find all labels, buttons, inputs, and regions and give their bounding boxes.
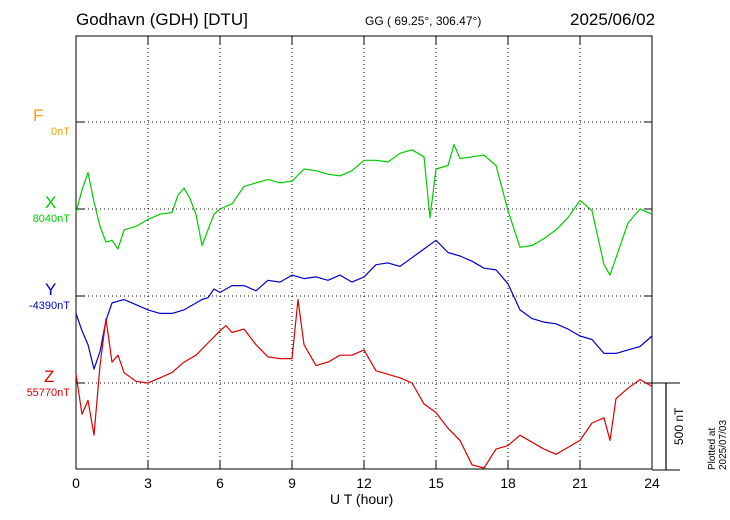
scale-bar-label: 500 nT [672,407,686,445]
component-name-x: X [45,193,57,212]
plotted-at-footer: Plotted at 2025/07/03 00:43 UT [707,419,730,470]
y-tick-marks [76,121,652,384]
x-tick-label: 6 [216,475,224,491]
x-tick-label: 24 [644,475,660,491]
scale-bar [652,382,680,471]
x-tick-label: 21 [572,475,588,491]
x-tick-label: 12 [356,475,372,491]
grid-lines [76,36,652,469]
coordinates-label: GG ( 69.25°, 306.47°) [365,14,482,28]
component-name-z: Z [44,367,55,386]
series-layer [75,144,653,469]
component-label-z: Z 55770nT [0,367,70,399]
date-label: 2025/06/02 [570,10,656,29]
x-axis-title: U T (hour) [330,491,394,507]
x-tick-label: 15 [428,475,444,491]
component-name-f: F [33,106,44,125]
baseline-y: -4390nT [29,300,70,312]
x-tick-label: 3 [144,475,152,491]
x-axis: 0 3 6 9 12 15 18 21 24 [72,36,660,491]
x-tick-label: 9 [288,475,296,491]
baseline-z: 55770nT [26,387,70,399]
baseline-x: 8040nT [32,213,70,225]
series-line-z [75,298,653,469]
component-label-f: F 0nT [0,106,70,138]
component-label-x: X 8040nT [0,193,70,225]
x-tick-label: 0 [72,475,80,491]
series-line-y [75,239,653,370]
station-title: Godhavn (GDH) [DTU] [76,10,248,29]
x-tick-label: 18 [500,475,516,491]
component-label-y: Y -4390nT [0,280,70,312]
baseline-f: 0nT [51,126,70,138]
component-name-y: Y [45,280,57,299]
series-line-x [75,144,653,276]
